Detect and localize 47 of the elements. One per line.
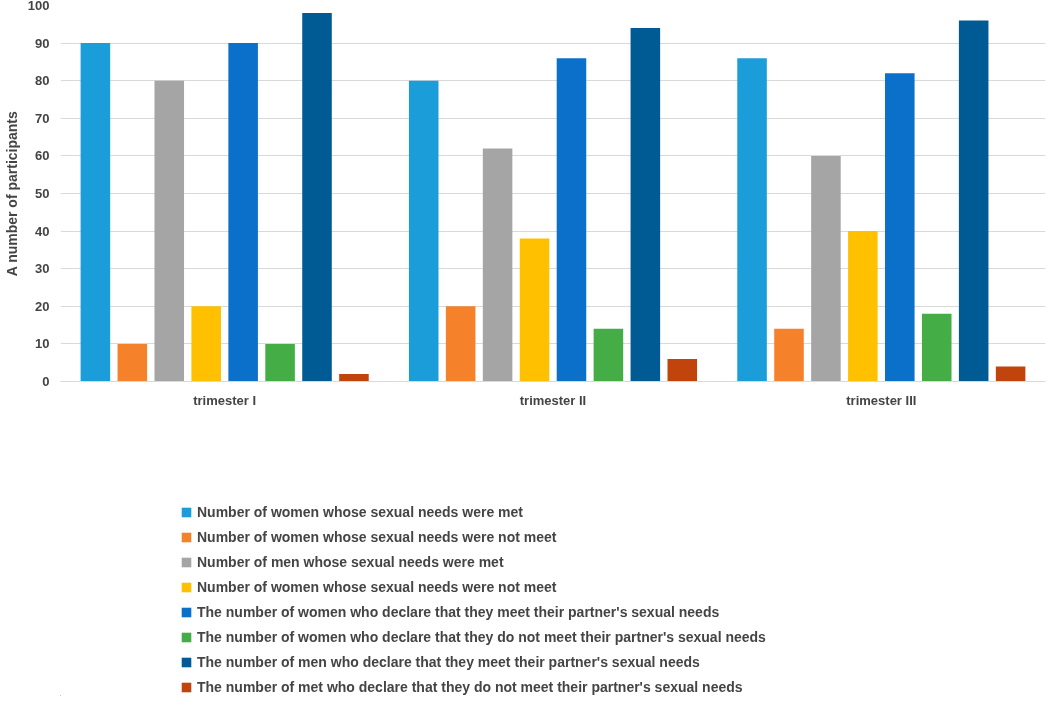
bar	[774, 328, 804, 382]
legend-label: Number of men whose sexual needs were met	[197, 554, 504, 570]
bar	[80, 43, 111, 382]
bar	[408, 80, 439, 382]
bar	[811, 155, 841, 382]
y-tick-label: 20	[35, 298, 50, 314]
legend-label: Number of women whose sexual needs were not meet	[197, 529, 557, 545]
bar	[519, 238, 550, 382]
bar	[228, 43, 258, 382]
y-tick-label: 60	[35, 148, 50, 164]
bar	[885, 73, 915, 382]
legend-label: The number of men who declare that they meet their partner's sexual needs	[197, 654, 700, 670]
y-axis-title: A number of participants	[3, 110, 20, 277]
bar	[154, 80, 185, 382]
y-tick-label: 40	[35, 223, 50, 239]
bar	[482, 148, 513, 382]
bar	[593, 328, 624, 382]
bar	[630, 28, 661, 382]
bar	[556, 58, 587, 382]
bar	[117, 343, 148, 382]
bar	[921, 313, 952, 382]
bar	[302, 13, 332, 382]
y-tick-label: 70	[35, 110, 50, 126]
bar	[958, 20, 989, 382]
x-tick-label: trimester II	[519, 392, 587, 408]
legend-label: The number of women who declare that they do not meet their partner's sexual needs	[197, 629, 766, 645]
legend-label: The number of met who declare that they do not meet their partner's sexual needs	[197, 679, 743, 695]
x-tick-label: trimester III	[846, 392, 917, 408]
bar	[191, 306, 221, 382]
bar	[848, 231, 878, 382]
y-tick-label: 30	[35, 261, 50, 277]
bar	[445, 306, 476, 382]
y-tick-label: 100	[27, 0, 50, 13]
x-tick-label: trimester I	[193, 392, 257, 408]
y-tick-label: 10	[35, 336, 50, 352]
legend-label: Number of women whose sexual needs were not meet	[197, 579, 557, 595]
y-tick-label: 50	[35, 186, 50, 201]
bar	[265, 343, 295, 382]
bar	[737, 58, 767, 382]
bar	[995, 366, 1026, 382]
y-tick-label: 0	[42, 374, 50, 389]
bar	[667, 358, 698, 382]
y-tick-label: 80	[35, 73, 50, 89]
y-tick-label: 90	[35, 35, 50, 51]
legend-label: The number of women who declare that they meet their partner's sexual needs	[197, 604, 720, 620]
legend-label: Number of women whose sexual needs were met	[197, 504, 523, 520]
bar	[339, 373, 369, 382]
